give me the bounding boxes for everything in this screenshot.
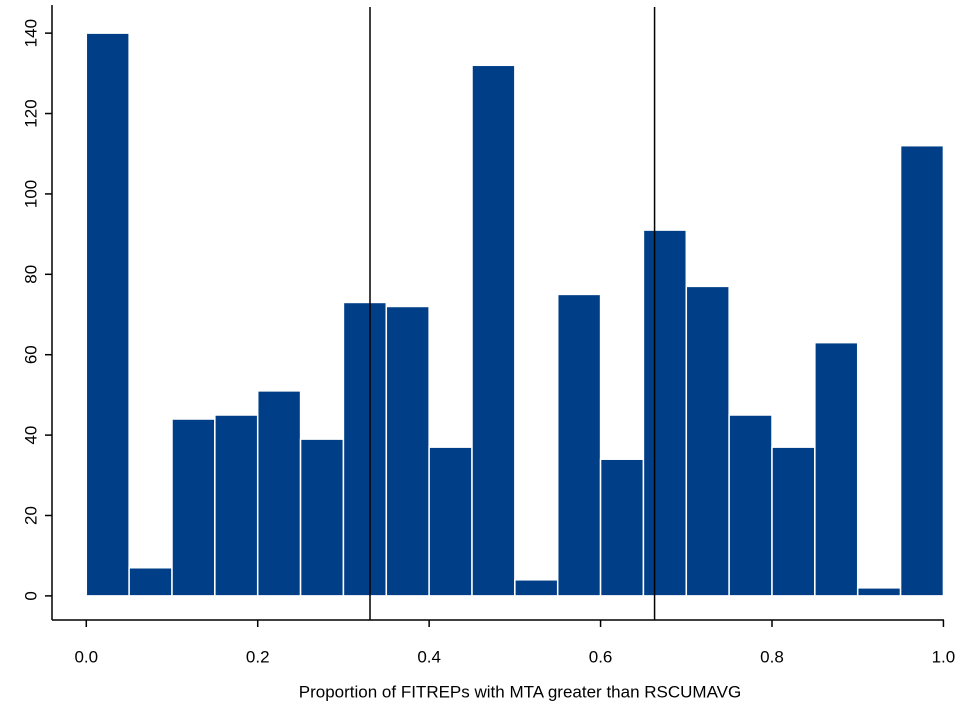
- bar: [814, 341, 859, 597]
- bar: [899, 144, 945, 597]
- x-tick-label: 0.4: [417, 647, 441, 666]
- y-tick-label: 60: [21, 345, 40, 364]
- y-tick-label: 0: [21, 591, 40, 600]
- bar: [85, 32, 130, 597]
- bar: [128, 566, 173, 597]
- bar: [642, 229, 688, 597]
- y-tick-label: 20: [21, 506, 40, 525]
- bar: [214, 414, 259, 597]
- bar: [728, 414, 773, 597]
- bar: [428, 446, 473, 597]
- bar: [385, 305, 430, 597]
- bar: [599, 458, 645, 597]
- y-tick-label: 100: [21, 180, 40, 208]
- y-tick-label: 120: [21, 99, 40, 127]
- bar: [856, 587, 902, 597]
- bar: [771, 446, 816, 597]
- y-tick-label: 140: [21, 19, 40, 47]
- x-tick-label: 1.0: [932, 647, 956, 666]
- bar: [514, 579, 559, 597]
- bar: [685, 285, 730, 597]
- y-tick-label: 80: [21, 265, 40, 284]
- x-tick-label: 0.0: [74, 647, 98, 666]
- bar: [256, 390, 302, 597]
- bar: [342, 301, 388, 597]
- bar: [556, 293, 602, 597]
- bar: [171, 418, 216, 597]
- x-tick-label: 0.8: [760, 647, 784, 666]
- x-axis-label: Proportion of FITREPs with MTA greater t…: [299, 682, 741, 701]
- x-tick-label: 0.6: [589, 647, 613, 666]
- bar: [299, 438, 345, 597]
- y-tick-label: 40: [21, 426, 40, 445]
- bar: [471, 64, 516, 597]
- x-tick-label: 0.2: [246, 647, 270, 666]
